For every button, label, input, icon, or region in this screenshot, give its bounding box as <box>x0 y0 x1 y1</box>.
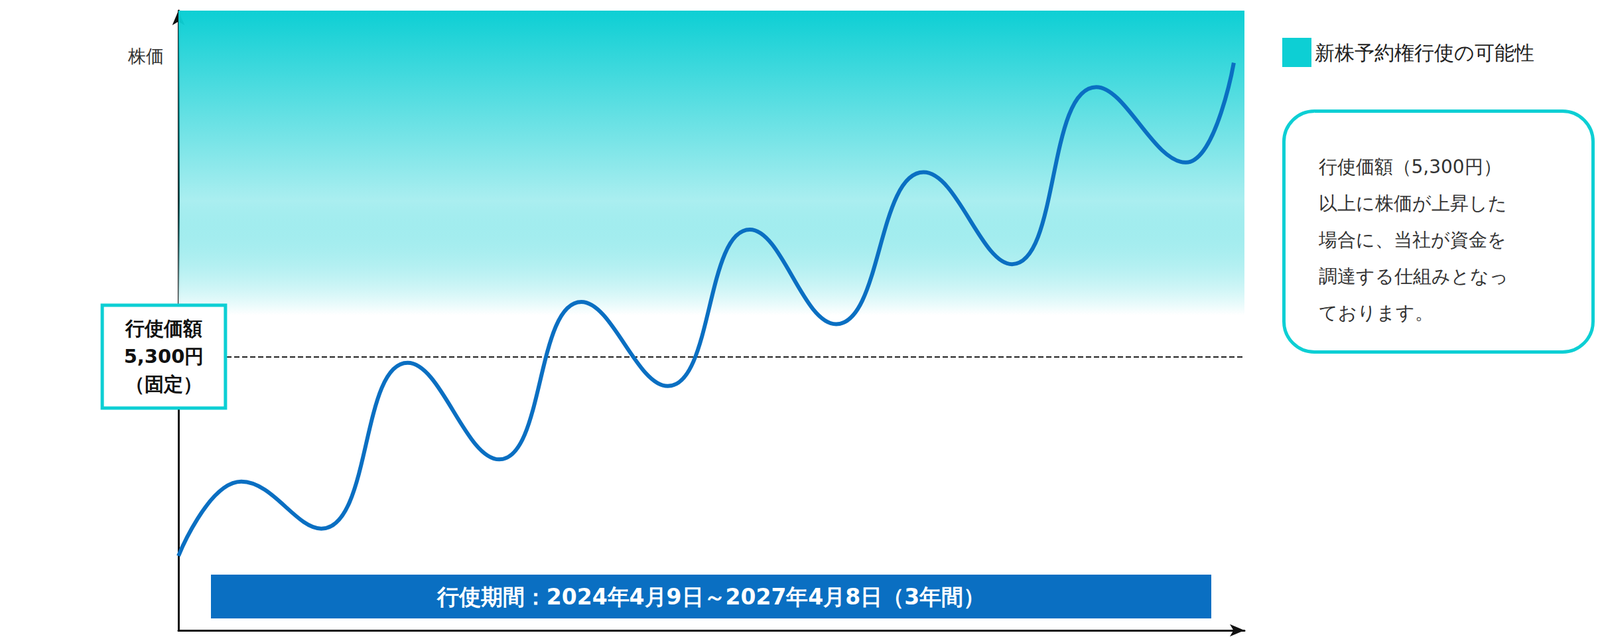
svg-text:行使価額（5,300円）: 行使価額（5,300円） <box>1318 155 1502 178</box>
svg-text:（固定）: （固定） <box>125 372 203 396</box>
svg-text:行使期間：2024年4月9日～2027年4月8日（3年間）: 行使期間：2024年4月9日～2027年4月8日（3年間） <box>436 583 986 610</box>
svg-text:場合に、当社が資金を: 場合に、当社が資金を <box>1318 228 1507 251</box>
svg-text:以上に株価が上昇した: 以上に株価が上昇した <box>1318 192 1508 215</box>
svg-text:ております。: ております。 <box>1318 301 1434 324</box>
svg-text:株価: 株価 <box>127 45 164 67</box>
svg-text:5,300円: 5,300円 <box>124 344 205 368</box>
svg-text:新株予約権行使の可能性: 新株予約権行使の可能性 <box>1314 41 1535 65</box>
svg-text:調達する仕組みとなっ: 調達する仕組みとなっ <box>1318 265 1509 288</box>
svg-text:行使価額: 行使価額 <box>124 317 203 340</box>
